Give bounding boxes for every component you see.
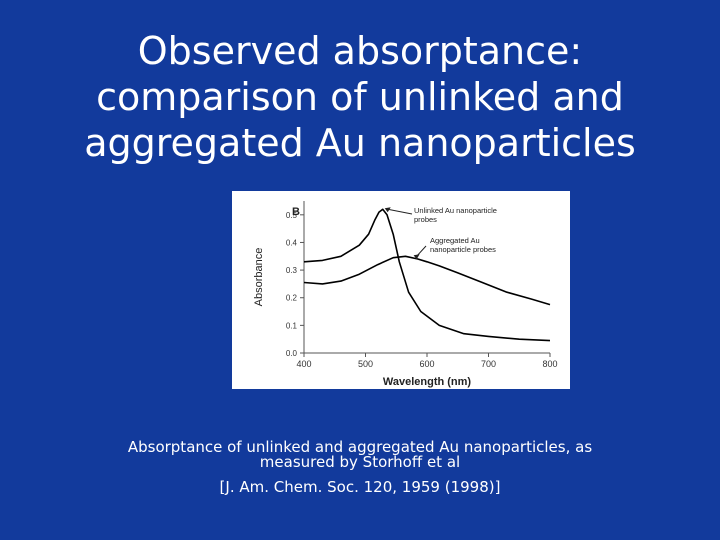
annotation-arrowhead-2 (413, 254, 420, 260)
y-tick-label: 0.3 (286, 266, 298, 275)
annotation-arrowhead-1 (384, 207, 391, 213)
figure-caption: Absorptance of unlinked and aggregated A… (0, 440, 720, 495)
annotation-label-2: Aggregated Au (430, 236, 480, 245)
y-tick-label: 0.5 (286, 211, 298, 220)
series-line-2 (303, 255, 551, 306)
annotation-label-1: probes (414, 215, 437, 224)
title-line-1: Observed absorptance: (137, 29, 583, 73)
title-line-3: aggregated Au nanoparticles (84, 121, 636, 165)
slide-title: Observed absorptance: comparison of unli… (0, 28, 720, 166)
caption-line-1: Absorptance of unlinked and aggregated A… (127, 438, 593, 456)
series-line-1 (303, 208, 551, 342)
absorbance-figure: 400 500 600 700 800 0.0 0.1 0.2 0.3 0.4 0.5 Wavelen… (232, 191, 570, 389)
x-tick-label: 400 (296, 359, 311, 369)
y-tick-label: 0.4 (286, 238, 298, 247)
annotation-label-2: nanoparticle probes (430, 245, 496, 254)
title-line-2: comparison of unlinked and (96, 75, 624, 119)
x-tick-label: 500 (358, 359, 373, 369)
caption-reference: [J. Am. Chem. Soc. 120, 1959 (1998)] (219, 478, 501, 496)
x-tick-label: 700 (481, 359, 496, 369)
y-tick-label: 0.2 (286, 294, 298, 303)
annotation-label-1: Unlinked Au nanoparticle (414, 206, 497, 215)
x-axis-label: Wavelength (nm) (383, 376, 472, 388)
y-tick-label: 0.1 (286, 321, 298, 330)
x-tick-label: 800 (542, 359, 557, 369)
panel-label: B (292, 206, 300, 218)
absorbance-chart: 400 500 600 700 800 0.0 0.1 0.2 0.3 0.4 0.5 Wavelen… (253, 201, 558, 388)
annotation-arrow-1 (387, 208, 413, 215)
y-tick-label: 0.0 (286, 349, 298, 358)
y-axis-label: Absorbance (253, 248, 265, 307)
x-tick-label: 600 (419, 359, 434, 369)
caption-line-2: measured by Storhoff et al (259, 453, 461, 471)
